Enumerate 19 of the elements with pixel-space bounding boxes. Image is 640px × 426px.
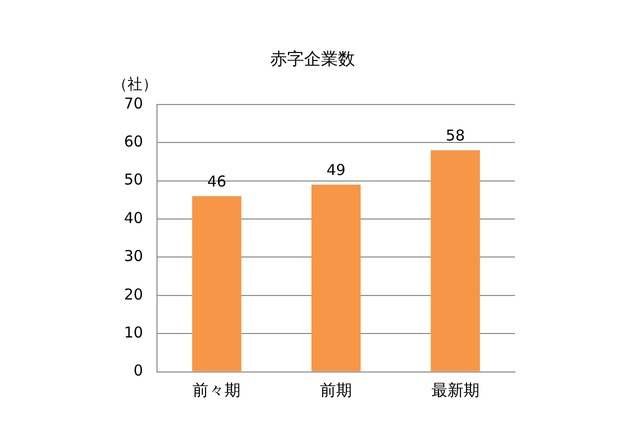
y-tick-label: 30	[124, 247, 144, 266]
y-tick-label: 60	[124, 132, 144, 150]
bar	[430, 150, 480, 372]
bar	[311, 184, 361, 372]
y-tick-label: 70	[124, 94, 144, 112]
y-tick-label: 40	[124, 208, 144, 227]
data-label: 46	[207, 172, 226, 190]
y-tick-label: 10	[124, 323, 144, 342]
bar	[192, 196, 242, 372]
y-axis-title: （社）	[112, 74, 158, 93]
data-label: 58	[446, 126, 465, 145]
x-tick-label: 前期	[320, 380, 352, 400]
x-tick-label: 最新期	[431, 380, 480, 400]
y-tick-label: 0	[134, 362, 144, 380]
data-label: 49	[326, 161, 346, 180]
y-tick-label: 50	[124, 170, 144, 189]
x-tick-label: 前々期	[192, 380, 241, 400]
chart-title: 赤字企業数	[270, 50, 355, 70]
y-tick-label: 20	[124, 285, 144, 304]
